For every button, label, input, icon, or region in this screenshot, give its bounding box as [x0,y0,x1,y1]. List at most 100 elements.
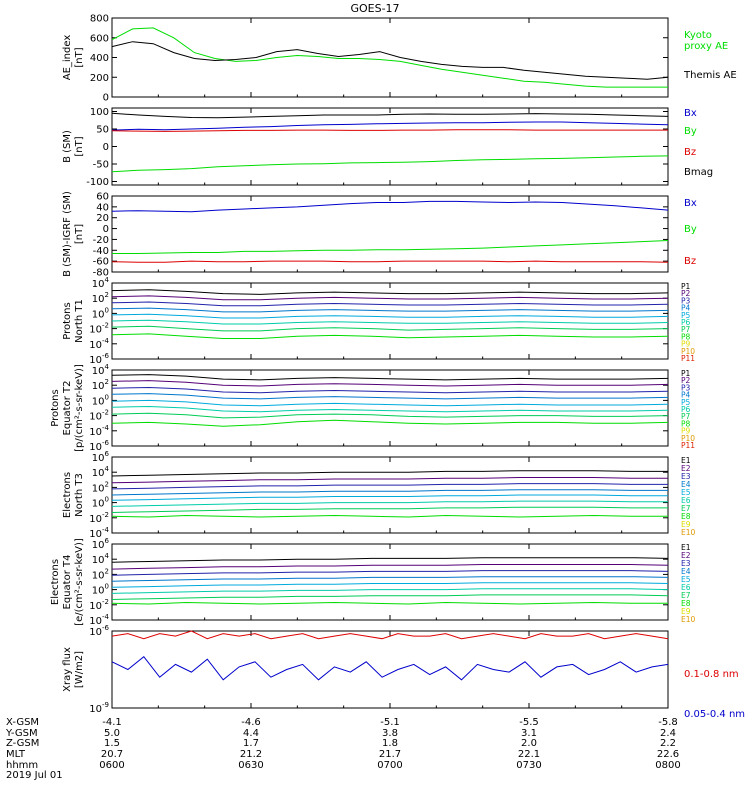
legend-entry: E5 [681,575,691,584]
tick-exponent: -6 [102,352,110,360]
legend-entry: P5 [681,398,691,407]
series-line-p8 [111,333,669,339]
series-line-p3 [111,386,669,394]
y-tick-label: 10-9 [89,701,109,715]
y-tick-label: 10-2 [89,409,109,423]
legend-entry: E1 [681,543,691,552]
tick-exponent: 0 [105,393,109,401]
y-tick-label: 800 [90,14,109,25]
legend-entry: P11 [681,441,695,450]
y-tick-label: 10-4 [89,337,109,351]
y-tick-label: 10-2 [89,511,109,525]
x-tick-label: 22.1 [518,749,540,760]
y-tick-label: 104 [92,276,110,290]
x-row-label: MLT [6,749,26,760]
tick-base: 10 [92,468,105,479]
y-tick-label: 100 [92,583,109,597]
tick-base: 10 [92,540,105,551]
tick-exponent: 4 [105,276,110,284]
legend-entry: P1 [681,369,691,378]
series-line-p2 [111,295,669,301]
series-line-by [111,155,669,173]
series-line-e3 [111,570,669,576]
y-tick-label: 10-6 [89,352,109,366]
tick-exponent: -2 [102,409,109,417]
series-line-p7 [111,412,669,419]
series-line-p4 [111,393,669,400]
y-axis-label: North T1 [74,299,85,343]
legend-entry: P4 [681,304,691,313]
series-line-e8 [111,601,668,605]
y-tick-label: 106 [92,450,110,464]
y-axis-label: Equator T2 [62,381,73,436]
series-line-e8 [111,514,668,518]
y-tick-label: 20 [96,213,109,224]
series-line-e3 [111,483,668,490]
tick-exponent: 0 [105,496,109,504]
series-line-0-05-0-4-nm [111,655,669,681]
y-tick-label: 102 [92,378,109,392]
legend-entry: 0.1-0.8 nm [684,669,739,680]
legend-entry: P7 [681,412,691,421]
legend-entry: E7 [681,504,691,513]
tick-exponent: -4 [102,613,110,621]
tick-base: 10 [92,570,105,581]
series-line-e1 [111,470,668,477]
tick-base: 10 [89,529,102,540]
series-line-p4 [111,307,669,313]
tick-base: 10 [89,704,102,715]
y-tick-label: 10-4 [89,424,109,438]
y-tick-label: 100 [92,496,109,510]
legend-entry: P8 [681,332,691,341]
series-line-bmag [111,112,669,119]
tick-exponent: 2 [105,480,109,488]
legend-entry: E4 [681,480,691,489]
tick-exponent: 6 [105,450,110,458]
series-line-e2 [111,564,669,570]
x-tick-label: -4.6 [241,717,261,728]
legend-entry: P6 [681,318,691,327]
legend-entry: E5 [681,488,691,497]
x-tick-label: 1.8 [382,738,398,749]
tick-exponent: 0 [105,306,109,314]
y-tick-label: 100 [90,107,109,118]
legend-entry: P4 [681,391,691,400]
tick-base: 10 [92,586,105,597]
y-axis-label: [e/(cm²-s-sr-keV)] [74,538,85,626]
tick-exponent: 4 [105,465,110,473]
series-line-bz [111,260,669,263]
legend-entry: Bx [684,108,697,119]
y-axis-label: Protons [62,302,73,339]
x-tick-label: 0630 [238,760,263,771]
y-axis-label: Xray flux [62,647,73,692]
y-tick-label: 102 [92,291,109,305]
x-tick-label: 2.2 [660,738,676,749]
y-axis-label: B (SM) [62,130,73,163]
tick-exponent: 4 [105,363,110,371]
x-row-label: Y-GSM [5,728,38,739]
legend-entry: E6 [681,496,691,505]
legend-entry: E4 [681,567,691,576]
legend-entry: E3 [681,559,691,568]
x-tick-label: 4.4 [243,728,259,739]
tick-base: 10 [89,355,102,366]
panel-frame [111,107,669,186]
x-tick-label: 21.2 [240,749,262,760]
y-tick-label: 10-2 [89,598,109,612]
y-tick-label: 0 [103,142,109,153]
legend-entry: P2 [681,376,691,385]
legend-entry: Bx [684,198,697,209]
series-line-e6 [111,588,669,594]
y-axis-label: North T3 [74,473,85,517]
legend-entry: E6 [681,583,691,592]
x-tick-label: -4.1 [102,717,122,728]
legend-entry: P7 [681,325,691,334]
plot-date: 2019 Jul 01 [6,770,63,781]
series-line-p7 [111,325,669,332]
tick-base: 10 [89,442,102,453]
